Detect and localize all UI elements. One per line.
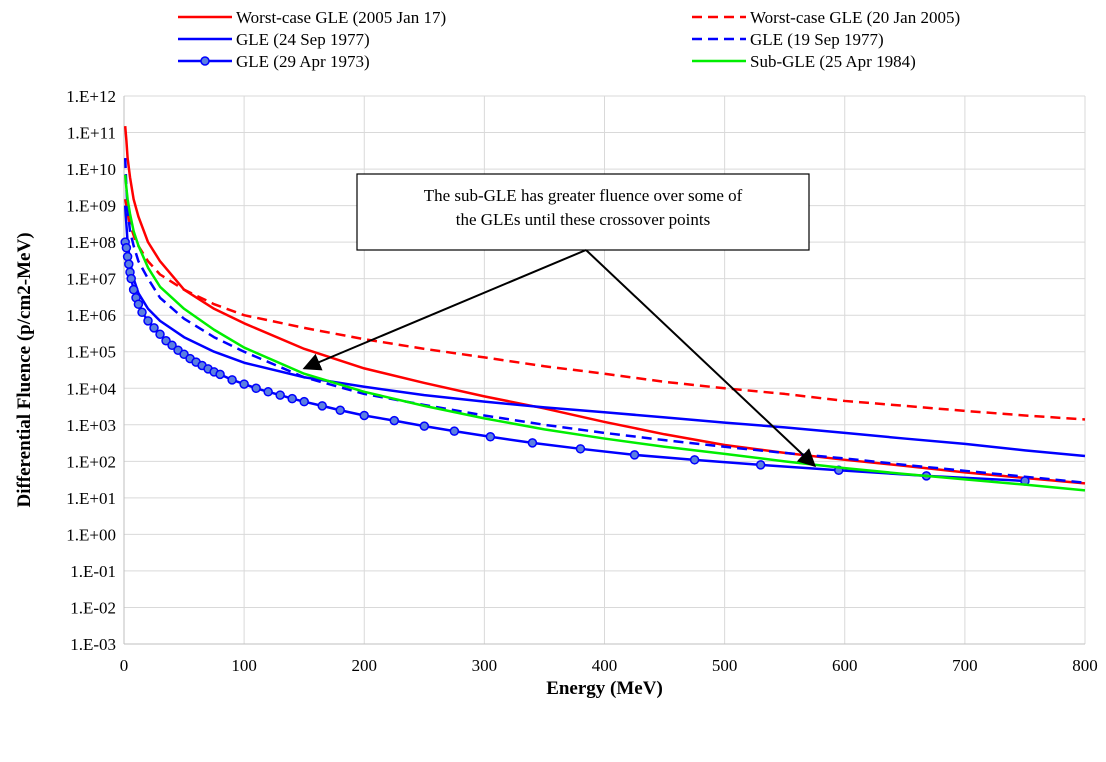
series-point — [167, 340, 177, 351]
x-tick-label: 100 — [231, 656, 257, 675]
y-tick-label: 1.E+08 — [66, 233, 116, 252]
y-tick-label: 1.E+12 — [66, 87, 116, 106]
series-point — [263, 387, 273, 397]
axes: 1.E-03 1.E-02 1.E-01 1.E+00 1.E+01 1.E+02 1.E+… — [14, 87, 1098, 699]
series-point — [121, 243, 132, 253]
series-point — [124, 259, 134, 269]
y-tick-label: 1.E+10 — [66, 160, 116, 179]
series-line-5 — [123, 174, 1086, 492]
x-tick-label: 200 — [352, 656, 378, 675]
y-tick-label: 1.E-01 — [70, 562, 116, 581]
y-axis-title: Differential Fluence (p/cm2-MeV) — [14, 232, 35, 507]
series-point — [122, 251, 133, 262]
x-tick-label: 500 — [712, 656, 738, 675]
y-tick-label: 1.E+00 — [66, 525, 116, 544]
series-point — [575, 444, 586, 454]
series-line-0 — [123, 125, 1086, 485]
series-point — [155, 329, 165, 340]
legend-label-5: Sub-GLE (25 Apr 1984) — [750, 52, 916, 71]
series-point — [251, 383, 261, 394]
legend-label-2: GLE (24 Sep 1977) — [236, 30, 370, 49]
y-tick-label: 1.E+02 — [66, 452, 116, 471]
plot-area — [120, 125, 1086, 492]
y-tick-label: 1.E-02 — [70, 598, 116, 617]
series-point — [227, 375, 237, 385]
x-tick-label: 700 — [952, 656, 978, 675]
annotation-text-line: the GLEs until these crossover points — [456, 210, 711, 229]
y-tick-label: 1.E+09 — [66, 197, 116, 216]
x-tick-label: 400 — [592, 656, 618, 675]
y-tick-label: 1.E+05 — [66, 343, 116, 362]
series-point — [485, 432, 496, 442]
legend-marker-4 — [200, 56, 210, 66]
y-tick-label: 1.E+07 — [66, 270, 116, 289]
series-point — [449, 426, 460, 436]
legend-label-3: GLE (19 Sep 1977) — [750, 30, 884, 49]
x-tick-label: 300 — [472, 656, 498, 675]
series-point — [137, 307, 147, 318]
series-point — [133, 299, 144, 309]
x-axis-title: Energy (MeV) — [546, 678, 663, 699]
series-point — [419, 421, 430, 431]
series-point — [287, 393, 297, 404]
series-point — [143, 316, 153, 326]
legend-label-0: Worst-case GLE (2005 Jan 17) — [236, 8, 446, 27]
annotation-arrow-1 — [585, 249, 817, 468]
series-point — [161, 335, 171, 346]
legend-label-1: Worst-case GLE (20 Jan 2005) — [750, 8, 960, 27]
y-tick-label: 1.E-03 — [70, 635, 116, 654]
series-point — [275, 390, 285, 400]
series-point — [149, 323, 159, 333]
series-point — [126, 273, 136, 284]
series-point — [389, 415, 400, 426]
series-point — [755, 460, 766, 470]
legend-label-4: GLE (29 Apr 1973) — [236, 52, 370, 71]
y-tick-label: 1.E+01 — [66, 489, 116, 508]
series-point — [335, 405, 345, 416]
x-tick-label: 0 — [120, 656, 129, 675]
series-line-4 — [123, 241, 1026, 483]
y-tick-label: 1.E+03 — [66, 416, 116, 435]
series-point — [317, 401, 327, 411]
y-tick-label: 1.E+04 — [66, 379, 116, 398]
y-tick-label: 1.E+11 — [67, 124, 116, 143]
series-point — [689, 455, 700, 465]
annotation-text-line: The sub-GLE has greater fluence over som… — [424, 186, 743, 205]
series-point — [629, 450, 640, 460]
x-tick-label: 800 — [1072, 656, 1098, 675]
series-point — [239, 379, 249, 389]
annotation: The sub-GLE has greater fluence over som… — [302, 173, 817, 468]
series-point — [299, 396, 309, 407]
series-point — [215, 369, 225, 380]
annotation-box — [356, 173, 810, 251]
series-point — [527, 438, 538, 448]
x-tick-label: 600 — [832, 656, 858, 675]
annotation-arrow-0 — [302, 249, 587, 371]
series-point — [128, 284, 139, 295]
y-tick-label: 1.E+06 — [66, 306, 116, 325]
series-point — [359, 410, 369, 421]
series-line-3 — [123, 158, 1086, 484]
legend: Worst-case GLE (2005 Jan 17) Worst-case G… — [178, 8, 960, 71]
